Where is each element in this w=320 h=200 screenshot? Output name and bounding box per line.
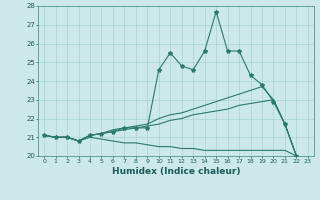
X-axis label: Humidex (Indice chaleur): Humidex (Indice chaleur) (112, 167, 240, 176)
